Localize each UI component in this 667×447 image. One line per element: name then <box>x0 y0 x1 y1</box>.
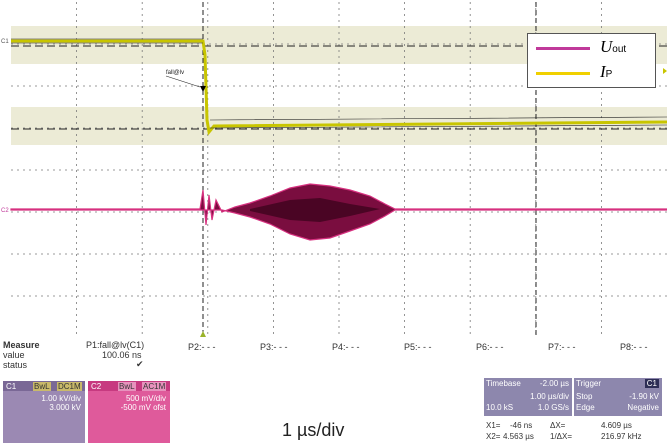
trigger-box[interactable]: Trigger C1 Stop -1.90 kV Edge Negative <box>574 378 662 416</box>
trigger-mode: Stop <box>576 392 593 401</box>
trigger-source-badge: C1 <box>644 379 659 388</box>
timebase-panel[interactable] <box>484 378 572 416</box>
timebase-title: Timebase <box>486 379 521 388</box>
cursor-dx-value: 4.609 µs <box>601 421 632 430</box>
parameter-labels: P2:- - - P3:- - - P4:- - - P5:- - - P6:- - -… <box>188 342 648 352</box>
legend-swatch-uout <box>536 47 590 50</box>
channel1-box[interactable]: C1 BwL DC1M 1.00 kV/div 3.000 kV <box>3 381 85 443</box>
legend-item-uout: Uout <box>534 36 652 60</box>
channel2-name: C2 <box>91 382 102 391</box>
measure-p1-value: 100.06 ns <box>102 350 142 360</box>
trigger-slope: Negative <box>627 403 659 412</box>
measure-p1-name[interactable]: P1:fall@lv(C1) <box>86 340 145 350</box>
parameter-label[interactable]: P6:- - - <box>476 342 504 352</box>
channel2-panel[interactable] <box>88 381 170 443</box>
cursor-x1-label: X1= <box>486 421 501 430</box>
timebase-delay: -2.00 µs <box>539 379 569 388</box>
measure-p1-status-icon: ✔ <box>136 359 144 369</box>
parameter-label[interactable]: P8:- - - <box>620 342 648 352</box>
channel1-name: C1 <box>6 382 17 391</box>
timebase-per-div: 1.00 µs/div <box>530 392 569 401</box>
measure-status-label: status <box>3 360 28 370</box>
legend-item-ip: IP <box>534 61 652 85</box>
trigger-level: -1.90 kV <box>629 392 659 401</box>
parameter-label[interactable]: P3:- - - <box>260 342 288 352</box>
fall-marker-line <box>165 75 201 88</box>
fall-marker-icon <box>200 86 206 92</box>
trace-current-ip <box>11 39 667 136</box>
legend-label-ip: IP <box>600 62 613 81</box>
measure-title: Measure <box>3 340 40 350</box>
timebase-box[interactable]: Timebase -2.00 µs 1.00 µs/div 10.0 kS 1.… <box>484 378 572 416</box>
cursor-inv-value: 216.97 kHz <box>601 432 642 441</box>
channel1-tag-coupling: DC1M <box>57 382 82 391</box>
trigger-title: Trigger <box>576 379 602 388</box>
trigger-type: Edge <box>576 403 595 412</box>
channel1-panel[interactable] <box>3 381 85 443</box>
cursor-inv-label: 1/ΔX= <box>550 432 573 441</box>
legend-swatch-ip <box>536 72 590 75</box>
channel1-marker: C1 <box>1 39 9 45</box>
channel2-tag-bwl: BwL <box>118 382 136 391</box>
channel1-scale: 1.00 kV/div <box>41 394 81 403</box>
trace-current-ip-noise <box>11 38 667 129</box>
parameter-label[interactable]: P5:- - - <box>404 342 432 352</box>
parameter-label[interactable]: P4:- - - <box>332 342 360 352</box>
channel2-tag-coupling: AC1M <box>142 382 167 391</box>
legend-label-uout: Uout <box>600 37 627 56</box>
channel1-tag-bwl: BwL <box>33 382 51 391</box>
timebase-rate: 1.0 GS/s <box>537 403 569 412</box>
cursor-dx-label: ΔX= <box>550 421 566 430</box>
channel2-box[interactable]: C2 BwL AC1M 500 mV/div -500 mV ofst <box>88 381 170 443</box>
measure-value-label: value <box>3 350 25 360</box>
channel2-marker: C2 <box>1 208 9 214</box>
cursor-x2-label: X2= <box>486 432 501 441</box>
chart-legend: Uout IP <box>527 33 656 88</box>
trace-voltage-uout-core <box>250 198 380 222</box>
channel2-offset: -500 mV ofst <box>120 403 166 412</box>
parameter-label[interactable]: P7:- - - <box>548 342 576 352</box>
cursor-x2-value: 4.563 µs <box>503 432 534 441</box>
cursor-x1-value: -46 ns <box>510 421 533 430</box>
fall-marker-label: fall@lv <box>166 70 184 76</box>
parameter-label[interactable]: P2:- - - <box>188 342 216 352</box>
channel2-scale: 500 mV/div <box>125 394 166 403</box>
timebase-samples: 10.0 kS <box>486 403 514 412</box>
channel1-offset: 3.000 kV <box>49 403 81 412</box>
timebase-caption: 1 µs/div <box>282 420 345 440</box>
trigger-position-icon <box>200 331 206 337</box>
trigger-level-icon <box>663 68 667 74</box>
